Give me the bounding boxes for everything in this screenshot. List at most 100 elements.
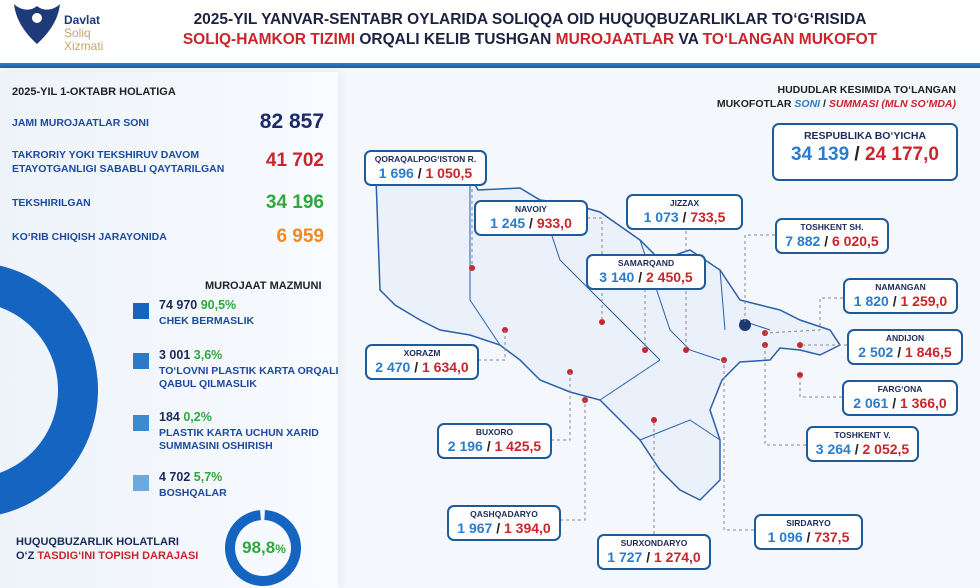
region-box: TOSHKENT SH. 7 882 / 6 020,5 [775, 218, 889, 254]
region-sum: 2 052,5 [862, 441, 910, 457]
region-box: NAMANGAN 1 820 / 1 259,0 [843, 278, 958, 314]
regions-header: HUDUDLAR KESIMIDA TO‘LANGAN MUKOFOTLAR S… [716, 84, 956, 110]
region-box: FARG‘ONA 2 061 / 1 366,0 [842, 380, 958, 416]
region-box: JIZZAX 1 073 / 733,5 [626, 194, 743, 230]
legend-count: 3 001 [159, 348, 191, 362]
legend-label: TO‘LOVNI PLASTIK KARTA ORQALI QABUL QILM… [159, 365, 339, 390]
region-sum: 2 450,5 [646, 269, 693, 285]
region-count: 2 196 [447, 438, 483, 454]
region-name: QASHQADARYO [470, 509, 538, 519]
region-sum: 1 425,5 [494, 438, 542, 454]
region-sum: 1 634,0 [422, 359, 469, 375]
legend-swatch [133, 415, 149, 431]
region-count: 2 061 [853, 395, 889, 411]
map-pin [683, 347, 689, 353]
uzbekistan-map [375, 175, 842, 501]
republic-total-box: RESPUBLIKA BO‘YICHA 34 139 / 24 177,0 [772, 123, 958, 181]
region-sum: 1 394,0 [504, 520, 551, 536]
header: Davlat Soliq Xizmati 2025-YIL YANVAR-SEN… [0, 0, 980, 68]
header-divider [0, 63, 980, 68]
legend-label: BOSHQALAR [159, 487, 227, 499]
region-sum: 6 020,5 [832, 233, 879, 249]
legend-count: 74 970 [159, 298, 198, 312]
region-count: 1 967 [457, 520, 493, 536]
region-count: 3 140 [599, 269, 635, 285]
region-name: SIRDARYO [786, 518, 831, 528]
legend-swatch [133, 303, 149, 319]
map-region-borders [469, 176, 771, 441]
stat-value-total: 82 857 [259, 110, 324, 133]
region-name: TOSHKENT V. [834, 430, 891, 440]
region-name: FARG‘ONA [877, 384, 923, 394]
stat-label-in-progress: KO‘RIB CHIQISH JARAYONIDA [12, 231, 167, 243]
region-sum: 933,0 [536, 215, 572, 231]
region-name: ANDIJON [885, 333, 925, 343]
stats-heading: 2025-YIL 1-OKTABR HOLATIGA [12, 86, 176, 98]
region-count: 1 096 [767, 529, 803, 545]
stat-value-checked: 34 196 [265, 192, 324, 213]
map-pin [599, 319, 605, 325]
region-box: SURXONDARYO 1 727 / 1 274,0 [597, 534, 711, 570]
region-name: BUXORO [475, 427, 514, 437]
legend-swatch [133, 353, 149, 369]
legend-swatch [133, 475, 149, 491]
region-box: BUXORO 2 196 / 1 425,5 [437, 423, 552, 459]
eagle-logo-icon [14, 4, 60, 44]
donut-slice [0, 265, 98, 515]
confirm-percent: 98,8% [242, 538, 286, 557]
region-name: SAMARQAND [617, 258, 675, 268]
region-box: QASHQADARYO 1 967 / 1 394,0 [447, 505, 561, 541]
map-pin [797, 342, 803, 348]
legend-percent: 3,6% [193, 348, 223, 362]
region-sum: 1 259,0 [900, 293, 948, 309]
region-box: QORAQALPOG‘ISTON R. 1 696 / 1 050,5 [364, 150, 487, 186]
confirm-label: HUQUQBUZARLIK HOLATLARI O‘Z TASDIG‘INI T… [16, 536, 199, 562]
map-pin [797, 372, 803, 378]
legend-count: 184 [159, 410, 180, 424]
region-count: 1 820 [853, 293, 889, 309]
page-title: 2025-YIL YANVAR-SENTABR OYLARIDA SOLIQQA… [182, 11, 878, 48]
map-pin [651, 417, 657, 423]
region-count: 2 502 [858, 344, 894, 360]
legend-label: CHEK BERMASLIK [159, 315, 255, 327]
content-heading: MUROJAAT MAZMUNI [205, 280, 322, 292]
region-box: XORAZM 2 470 / 1 634,0 [365, 344, 479, 380]
region-name: JIZZAX [669, 198, 700, 208]
region-name: NAVOIY [515, 204, 547, 214]
legend-percent: 5,7% [193, 470, 223, 484]
stat-value-in-progress: 6 959 [276, 226, 324, 247]
stat-label-checked: TEKSHIRILGAN [12, 197, 91, 209]
region-sum: 1 366,0 [900, 395, 947, 411]
map-pins [469, 265, 803, 423]
region-count: 1 727 [607, 549, 643, 565]
capital-marker [739, 319, 751, 331]
region-sum: 737,5 [814, 529, 850, 545]
legend-percent: 90,5% [200, 298, 237, 312]
stat-label-total: JAMI MUROJAATLAR SONI [12, 117, 149, 129]
region-count: 1 073 [643, 209, 679, 225]
region-count: 2 470 [375, 359, 411, 375]
region-count: 1 696 [378, 165, 414, 181]
region-box: TOSHKENT V. 3 264 / 2 052,5 [806, 426, 919, 462]
region-box: ANDIJON 2 502 / 1 846,5 [847, 329, 963, 365]
region-sum: 1 050,5 [425, 165, 473, 181]
leader-lines [471, 183, 847, 534]
region-box: NAVOIY 1 245 / 933,0 [474, 200, 588, 236]
region-count: 1 245 [490, 215, 526, 231]
logo-text: Davlat Soliq Xizmati [64, 13, 104, 53]
region-name: NAMANGAN [875, 282, 926, 292]
region-box: SIRDARYO 1 096 / 737,5 [754, 514, 863, 550]
legend-label: PLASTIK KARTA UCHUN XARID SUMMASINI OSHI… [159, 427, 319, 452]
region-name: TOSHKENT SH. [800, 222, 864, 232]
region-sum: 1 846,5 [905, 344, 952, 360]
region-sum: 733,5 [690, 209, 726, 225]
region-box: SAMARQAND 3 140 / 2 450,5 [586, 254, 706, 290]
region-name: SURXONDARYO [620, 538, 688, 548]
region-name: QORAQALPOG‘ISTON R. [374, 154, 477, 164]
region-sum: 1 274,0 [654, 549, 701, 565]
legend-count: 4 702 [159, 470, 191, 484]
stat-label-returned: TAKRORIY YOKI TEKSHIRUV DAVOM ETAYOTGANL… [12, 149, 225, 175]
region-count: 3 264 [815, 441, 851, 457]
legend-percent: 0,2% [183, 410, 212, 424]
